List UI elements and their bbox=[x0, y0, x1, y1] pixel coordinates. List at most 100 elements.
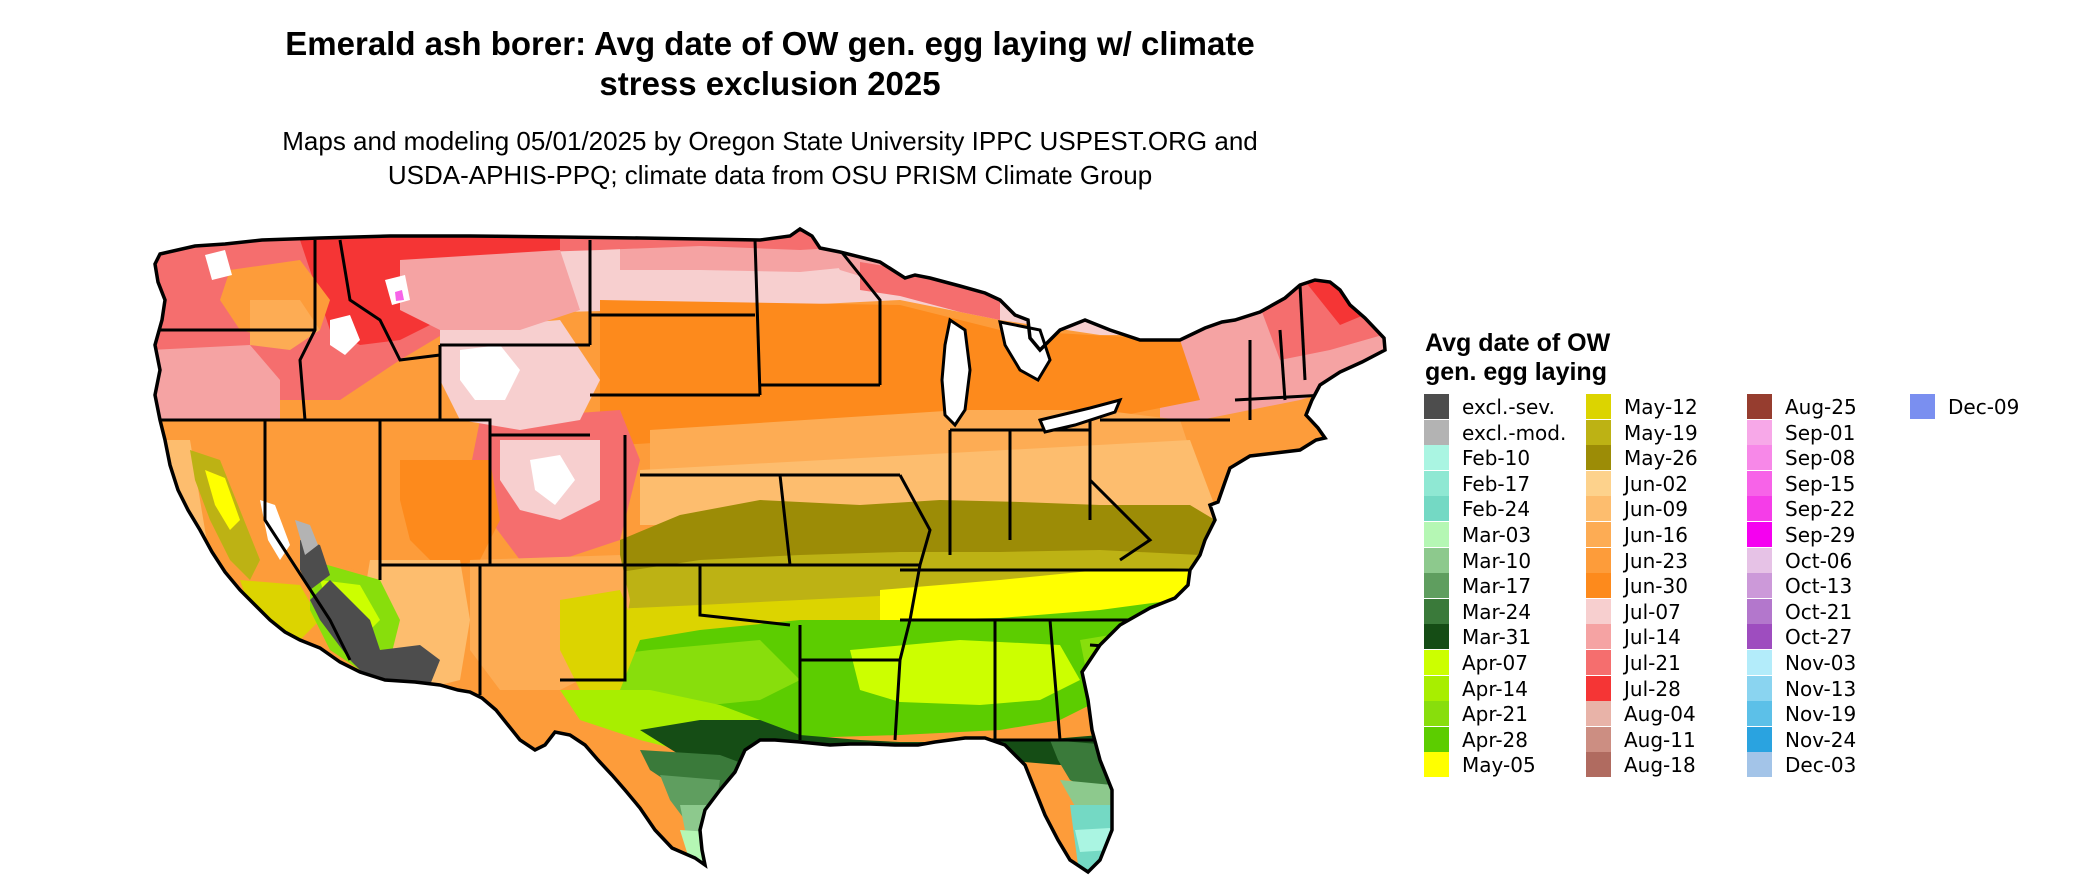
zone-montana-excl-magenta bbox=[395, 290, 404, 301]
legend-label: Apr-28 bbox=[1462, 727, 1528, 752]
boundary-vt-nh bbox=[1278, 329, 1287, 401]
zone-michigan-north-jul21 bbox=[860, 262, 1000, 320]
legend-label: Mar-03 bbox=[1462, 522, 1532, 547]
legend-label: Oct-06 bbox=[1785, 548, 1853, 573]
legend-label: Aug-04 bbox=[1624, 702, 1696, 727]
legend-title: Avg date of OW gen. egg laying bbox=[1425, 329, 1685, 387]
legend-label: Sep-01 bbox=[1785, 420, 1856, 445]
legend-label: Aug-25 bbox=[1785, 395, 1857, 419]
legend-swatch bbox=[1747, 598, 1772, 624]
legend-item: Sep-01 bbox=[1747, 419, 1897, 446]
boundary-nh-me bbox=[1298, 284, 1307, 381]
legend-label: Jun-23 bbox=[1624, 548, 1688, 573]
legend-item: Oct-13 bbox=[1747, 573, 1897, 599]
legend-swatch bbox=[1424, 419, 1449, 445]
legend-label: May-12 bbox=[1624, 395, 1698, 419]
legend-label: Oct-27 bbox=[1785, 625, 1853, 650]
boundary-new-england-south bbox=[1234, 393, 1326, 402]
map-subtitle-line-1: Maps and modeling 05/01/2025 by Oregon S… bbox=[282, 126, 1258, 156]
us-phenology-map bbox=[153, 227, 1387, 874]
legend-swatch bbox=[1424, 470, 1449, 496]
legend-item: Nov-03 bbox=[1747, 649, 1897, 676]
legend-item: Mar-31 bbox=[1424, 624, 1574, 650]
legend-item: Jul-07 bbox=[1586, 598, 1736, 625]
legend-swatch bbox=[1424, 649, 1449, 675]
legend-item: Jul-21 bbox=[1586, 649, 1736, 676]
legend-item: Jul-14 bbox=[1586, 624, 1736, 650]
boundary-dakotas-mn bbox=[753, 239, 762, 396]
legend-swatch bbox=[1747, 470, 1772, 496]
boundary-ok-tx bbox=[698, 565, 791, 627]
zone-washington-jun16 bbox=[250, 300, 320, 350]
great-lakes bbox=[940, 317, 1123, 434]
zone-florida-feb10 bbox=[1075, 828, 1110, 852]
legend-label: Nov-24 bbox=[1785, 727, 1857, 752]
state-boundaries bbox=[155, 239, 1326, 745]
legend-swatch bbox=[1586, 470, 1611, 496]
legend-label: Sep-15 bbox=[1785, 471, 1856, 496]
map-title: Emerald ash borer: Avg date of OW gen. e… bbox=[150, 24, 1390, 104]
zone-colorado-excl-white bbox=[530, 455, 575, 505]
legend-item: Apr-07 bbox=[1424, 649, 1574, 676]
zone-idaho-excl-white bbox=[330, 315, 360, 355]
legend-swatch bbox=[1424, 521, 1449, 547]
legend-item: Feb-10 bbox=[1424, 445, 1574, 471]
legend-swatch bbox=[1747, 573, 1772, 599]
legend-swatch bbox=[1424, 496, 1449, 522]
legend-item: Feb-17 bbox=[1424, 470, 1574, 497]
legend-swatch bbox=[1747, 496, 1772, 522]
lake-michigan bbox=[940, 317, 972, 428]
legend-item: Oct-06 bbox=[1747, 547, 1897, 574]
legend-item: Jun-23 bbox=[1586, 547, 1736, 574]
map-title-line-2: stress exclusion 2025 bbox=[599, 65, 941, 102]
legend-item: Mar-10 bbox=[1424, 547, 1574, 574]
legend-label: Mar-24 bbox=[1462, 599, 1532, 624]
legend-label: Aug-11 bbox=[1624, 727, 1696, 752]
legend-item: Aug-11 bbox=[1586, 726, 1736, 753]
legend-item: Aug-18 bbox=[1586, 752, 1736, 778]
legend-item: excl.-sev. bbox=[1424, 394, 1574, 420]
legend-swatch bbox=[1424, 726, 1449, 752]
legend-item: May-05 bbox=[1424, 752, 1574, 778]
map-subtitle-line-2: USDA-APHIS-PPQ; climate data from OSU PR… bbox=[387, 160, 1153, 190]
legend-swatch bbox=[1910, 394, 1935, 419]
legend-item: Mar-03 bbox=[1424, 521, 1574, 548]
boundary-ca-nv bbox=[263, 420, 352, 661]
legend-label: excl.-sev. bbox=[1462, 395, 1555, 419]
legend-swatch bbox=[1747, 701, 1772, 727]
legend-label: May-05 bbox=[1462, 753, 1536, 778]
legend-swatch bbox=[1747, 521, 1772, 547]
legend-title-line-2: gen. egg laying bbox=[1425, 358, 1607, 386]
legend-label: Mar-17 bbox=[1462, 574, 1532, 599]
legend-item: Sep-08 bbox=[1747, 445, 1897, 471]
map-title-line-1: Emerald ash borer: Avg date of OW gen. e… bbox=[285, 25, 1255, 62]
legend-label: Feb-17 bbox=[1462, 471, 1531, 496]
legend-swatch bbox=[1424, 752, 1449, 778]
legend-swatch bbox=[1747, 394, 1772, 419]
legend-label: May-19 bbox=[1624, 420, 1698, 445]
legend-label: Jun-30 bbox=[1624, 574, 1688, 599]
legend-item: Oct-21 bbox=[1747, 598, 1897, 625]
legend-label: Sep-08 bbox=[1785, 446, 1856, 471]
legend-label: Sep-29 bbox=[1785, 522, 1856, 547]
legend-swatch bbox=[1586, 675, 1611, 701]
legend-column: excl.-sev. excl.-mod. Feb-10 Feb-17 Feb-24 Ma… bbox=[1424, 394, 1574, 778]
legend-label: Feb-10 bbox=[1462, 446, 1531, 471]
legend-swatch bbox=[1424, 598, 1449, 624]
legend-label: Jul-14 bbox=[1624, 625, 1681, 650]
legend-item: Nov-13 bbox=[1747, 675, 1897, 702]
legend-swatch bbox=[1747, 547, 1772, 573]
legend-swatch bbox=[1586, 521, 1611, 547]
legend-item: Apr-28 bbox=[1424, 726, 1574, 753]
legend-item: Dec-09 bbox=[1910, 394, 2060, 420]
zone-washington-excl-white bbox=[205, 250, 232, 280]
legend-column: Aug-25 Sep-01 Sep-08 Sep-15 Sep-22 Sep-29 Oct-… bbox=[1747, 394, 1897, 778]
zone-montana-jul14 bbox=[400, 250, 580, 330]
legend-swatch bbox=[1586, 726, 1611, 752]
legend-swatch bbox=[1586, 419, 1611, 445]
legend-label: Oct-13 bbox=[1785, 574, 1853, 599]
legend-item: Jun-16 bbox=[1586, 521, 1736, 548]
legend-label: Mar-31 bbox=[1462, 625, 1532, 650]
boundary-ks-mo bbox=[778, 474, 792, 566]
legend-item: May-12 bbox=[1586, 394, 1736, 420]
